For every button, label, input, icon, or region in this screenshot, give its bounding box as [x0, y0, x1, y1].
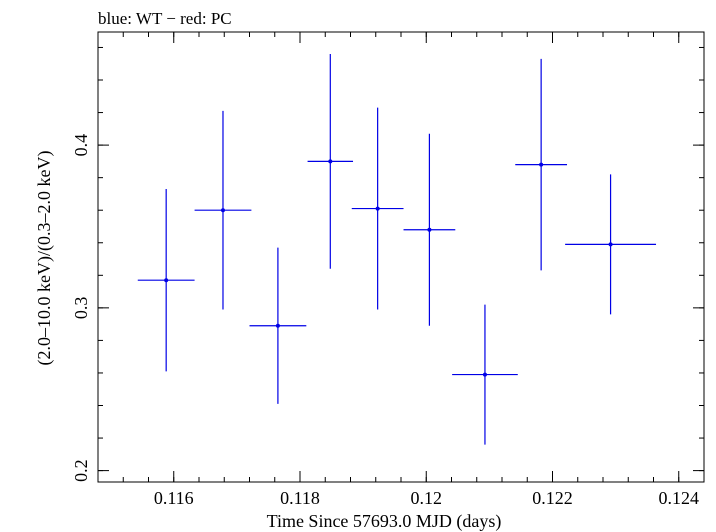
x-axis-label: Time Since 57693.0 MJD (days): [267, 511, 502, 532]
data-marker: [164, 278, 169, 283]
y-tick-label: 0.3: [71, 297, 91, 320]
data-point: [137, 189, 195, 372]
data-marker: [539, 162, 544, 167]
chart-title: blue: WT − red: PC: [98, 9, 232, 28]
data-point: [565, 174, 657, 315]
data-point: [403, 133, 456, 326]
data-marker: [275, 323, 280, 328]
data-point: [249, 247, 307, 404]
x-tick-label: 0.116: [154, 488, 194, 508]
data-series: [137, 53, 657, 445]
data-point: [351, 107, 404, 310]
data-marker: [220, 208, 225, 213]
x-tick-label: 0.122: [532, 488, 573, 508]
data-point: [307, 53, 354, 269]
data-marker: [375, 206, 380, 211]
x-tick-label: 0.118: [280, 488, 320, 508]
y-tick-label: 0.4: [71, 134, 91, 157]
data-marker: [328, 159, 333, 164]
data-marker: [482, 372, 487, 377]
data-point: [515, 58, 568, 271]
x-tick-label: 0.124: [659, 488, 700, 508]
data-point: [194, 110, 252, 310]
data-marker: [427, 227, 432, 232]
y-axis-label: (2.0–10.0 keV)/(0.3–2.0 keV): [34, 151, 55, 366]
x-axis: 0.116 0.118 0.12 0.122 0.124: [97, 32, 705, 508]
y-tick-label: 0.2: [71, 459, 91, 482]
data-marker: [608, 242, 613, 247]
plot-frame: [97, 31, 705, 483]
data-point: [452, 304, 518, 445]
y-axis: 0.2 0.3 0.4: [71, 46, 704, 482]
x-tick-label: 0.12: [411, 488, 443, 508]
